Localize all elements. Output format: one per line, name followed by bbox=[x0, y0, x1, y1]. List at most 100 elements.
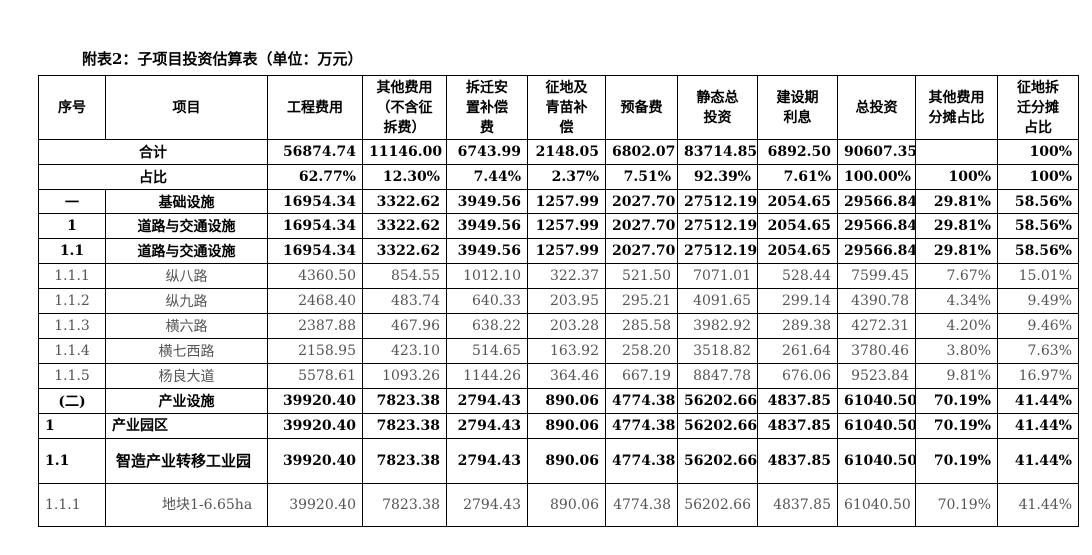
header-line: 征地拆 bbox=[1017, 79, 1059, 96]
value-cell: 70.19% bbox=[915, 438, 998, 484]
value-cell: 4774.38 bbox=[605, 388, 678, 414]
value-cell: 4837.85 bbox=[757, 413, 838, 439]
value-cell: 467.96 bbox=[362, 313, 447, 339]
value-cell: 2027.70 bbox=[605, 238, 678, 264]
header-line: 其他费用 bbox=[928, 89, 985, 106]
header-line: 征地及 bbox=[545, 79, 588, 96]
value-cell: 2027.70 bbox=[605, 189, 678, 214]
value-cell: 6892.50 bbox=[757, 139, 838, 165]
table-row: 1.1 道路与交通设施 16954.34 3322.62 3949.56 1257.99 2… bbox=[38, 238, 1079, 264]
value-cell: 514.65 bbox=[446, 338, 528, 364]
value-cell: 100% bbox=[997, 139, 1079, 165]
value-cell: 3518.82 bbox=[677, 338, 758, 364]
row-number: 1 bbox=[38, 413, 106, 439]
value-cell: 258.20 bbox=[605, 338, 678, 364]
value-cell: 83714.85 bbox=[677, 139, 758, 165]
value-cell: 203.95 bbox=[527, 288, 606, 314]
value-cell: 4.34% bbox=[915, 288, 998, 314]
value-cell: 3322.62 bbox=[362, 189, 447, 214]
value-cell: 56202.66 bbox=[677, 413, 758, 439]
header-cell: 其他费用 （不含征 拆费） bbox=[362, 75, 447, 140]
row-number: 1.1.1 bbox=[38, 263, 106, 289]
table-row: (二) 产业设施 39920.40 7823.38 2794.43 890.06 4774.… bbox=[38, 388, 1079, 414]
value-cell: 3949.56 bbox=[446, 238, 528, 264]
header-line: 项目 bbox=[172, 99, 201, 116]
investment-table: 序号 项目 工程费用 其他费用 （不含征 拆费） 拆迁安 置补偿费征地及 青苗补偿预备费 静态总投… bbox=[38, 75, 1079, 527]
value-cell: 364.46 bbox=[527, 363, 606, 389]
value-cell: 11146.00 bbox=[362, 139, 447, 165]
value-cell: 4390.78 bbox=[837, 288, 916, 314]
value-cell: 7823.38 bbox=[362, 438, 447, 484]
value-cell: 2794.43 bbox=[446, 483, 528, 527]
header-line: 序号 bbox=[58, 99, 86, 116]
value-cell: 261.64 bbox=[757, 338, 838, 364]
value-cell: 41.44% bbox=[997, 388, 1079, 414]
value-cell: 39920.40 bbox=[267, 483, 363, 527]
row-item: 纵八路 bbox=[105, 263, 268, 289]
value-cell: 56202.66 bbox=[677, 438, 758, 484]
value-cell: 4837.85 bbox=[757, 388, 838, 414]
value-cell: 676.06 bbox=[757, 363, 838, 389]
value-cell: 9.81% bbox=[915, 363, 998, 389]
value-cell: 7823.38 bbox=[362, 413, 447, 439]
header-line: 投资 bbox=[703, 109, 732, 126]
value-cell: 27512.19 bbox=[677, 213, 758, 239]
table-header: 序号 项目 工程费用 其他费用 （不含征 拆费） 拆迁安 置补偿费征地及 青苗补偿预备费 静态总投… bbox=[38, 75, 1079, 140]
table-row: 1.1.2 纵九路 2468.40 483.74 640.33 203.95 295.21 4… bbox=[38, 288, 1079, 314]
header-line: 费 bbox=[480, 119, 494, 136]
header-line: 置补偿 bbox=[466, 99, 508, 116]
value-cell: 854.55 bbox=[362, 263, 447, 289]
value-cell: 1144.26 bbox=[446, 363, 528, 389]
value-cell: 4837.85 bbox=[757, 438, 838, 484]
value-cell: 6743.99 bbox=[446, 139, 528, 165]
value-cell: 8847.78 bbox=[677, 363, 758, 389]
value-cell: 70.19% bbox=[915, 483, 998, 527]
value-cell: 2387.88 bbox=[267, 313, 363, 339]
row-item: 杨良大道 bbox=[105, 363, 268, 389]
value-cell: 56202.66 bbox=[677, 483, 758, 527]
value-cell: 3949.56 bbox=[446, 189, 528, 214]
row-number: 1.1.1 bbox=[38, 483, 106, 527]
table-row: 占比 62.77% 12.30% 7.44% 2.37% 7.51% 92.39% 7.61%… bbox=[38, 164, 1079, 190]
value-cell: 2148.05 bbox=[527, 139, 606, 165]
header-cell: 征地拆 迁分摊 占比 bbox=[997, 75, 1079, 140]
value-cell: 61040.50 bbox=[837, 483, 916, 527]
row-item: 基础设施 bbox=[105, 189, 268, 214]
row-item: 道路与交通设施 bbox=[105, 238, 268, 264]
value-cell: 640.33 bbox=[446, 288, 528, 314]
row-label: 占比 bbox=[38, 164, 268, 190]
header-cell: 建设期 利息 bbox=[757, 75, 838, 140]
header-line: 偿 bbox=[559, 119, 574, 136]
table-row: 1.1.1 纵八路 4360.50 854.55 1012.10 322.37 521.50… bbox=[38, 263, 1079, 289]
header-line: （不含征 bbox=[376, 99, 433, 116]
value-cell: 39920.40 bbox=[267, 388, 363, 414]
value-cell: 70.19% bbox=[915, 388, 998, 414]
value-cell: 100% bbox=[997, 164, 1079, 190]
value-cell: 15.01% bbox=[997, 263, 1079, 289]
value-cell: 7.51% bbox=[605, 164, 678, 190]
header-cell: 拆迁安 置补偿费 bbox=[446, 75, 528, 140]
value-cell: 285.58 bbox=[605, 313, 678, 339]
value-cell: 70.19% bbox=[915, 413, 998, 439]
value-cell: 2054.65 bbox=[757, 189, 838, 214]
row-number: 一 bbox=[38, 189, 106, 214]
value-cell: 29566.84 bbox=[837, 213, 916, 239]
value-cell: 1257.99 bbox=[527, 238, 606, 264]
header-cell: 工程费用 bbox=[267, 75, 363, 140]
value-cell: 4774.38 bbox=[605, 413, 678, 439]
value-cell: 100.00% bbox=[837, 164, 916, 190]
header-cell: 预备费 bbox=[605, 75, 678, 140]
value-cell: 3.80% bbox=[915, 338, 998, 364]
row-item: 智造产业转移工业园 bbox=[105, 438, 268, 484]
value-cell: 7071.01 bbox=[677, 263, 758, 289]
value-cell: 61040.50 bbox=[837, 388, 916, 414]
value-cell: 521.50 bbox=[605, 263, 678, 289]
table-row: 合计 56874.74 11146.00 6743.99 2148.05 6802.07 8… bbox=[38, 139, 1079, 165]
value-cell: 16954.34 bbox=[267, 213, 363, 239]
table-row: 1 产业园区 39920.40 7823.38 2794.43 890.06 4774.38… bbox=[38, 413, 1079, 439]
value-cell: 890.06 bbox=[527, 388, 606, 414]
value-cell: 9.49% bbox=[997, 288, 1079, 314]
table-row: 1.1.5 杨良大道 5578.61 1093.26 1144.26 364.46 667.… bbox=[38, 363, 1079, 389]
value-cell: 203.28 bbox=[527, 313, 606, 339]
